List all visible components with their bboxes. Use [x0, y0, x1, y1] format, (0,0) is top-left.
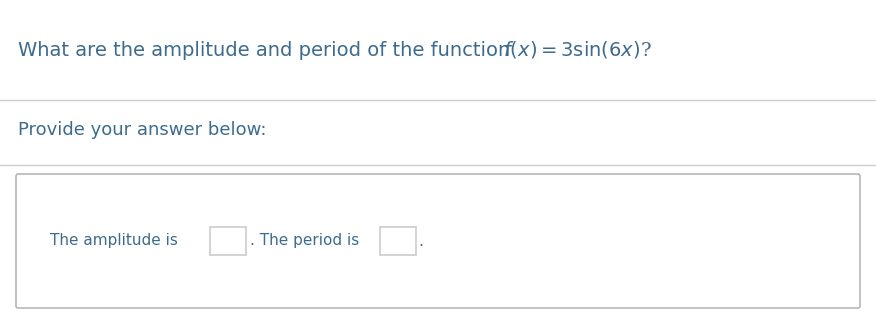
- Text: The amplitude is: The amplitude is: [50, 234, 178, 248]
- Text: . The period is: . The period is: [250, 234, 359, 248]
- Text: $f(x) = 3\sin(6x)$?: $f(x) = 3\sin(6x)$?: [503, 39, 652, 61]
- FancyBboxPatch shape: [16, 174, 860, 308]
- FancyBboxPatch shape: [210, 227, 246, 255]
- Text: .: .: [418, 234, 423, 248]
- FancyBboxPatch shape: [380, 227, 416, 255]
- Text: What are the amplitude and period of the function: What are the amplitude and period of the…: [18, 40, 517, 59]
- Text: Provide your answer below:: Provide your answer below:: [18, 121, 266, 139]
